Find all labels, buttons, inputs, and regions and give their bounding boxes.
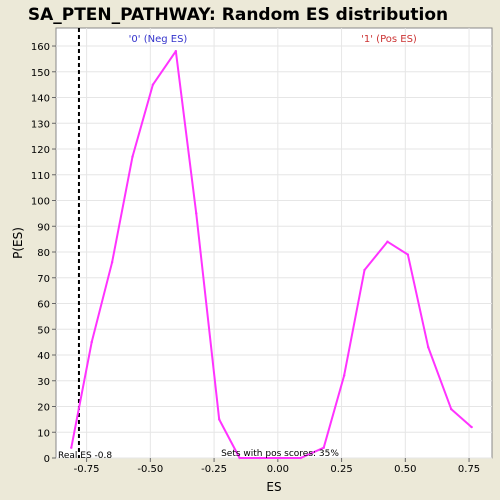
x-tick-label: 0.50 xyxy=(394,464,416,475)
data-point xyxy=(279,456,282,460)
y-tick-label: 130 xyxy=(31,119,50,130)
data-point xyxy=(427,346,430,349)
x-axis-label: ES xyxy=(266,480,281,494)
series-layer xyxy=(70,49,473,460)
data-point xyxy=(322,446,325,449)
data-point xyxy=(70,446,73,449)
series-line xyxy=(70,50,473,459)
data-point xyxy=(299,456,302,460)
y-tick-label: 80 xyxy=(37,248,50,259)
y-tick-label: 150 xyxy=(31,68,50,79)
y-tick-label: 20 xyxy=(37,403,50,414)
y-tick-label: 120 xyxy=(31,145,50,156)
y-axis: 0 10 20 30 40 50 60 70 80 90 100 110 120 130 140 150 160 xyxy=(31,42,56,465)
y-tick-label: 60 xyxy=(37,300,50,311)
data-point xyxy=(406,253,410,256)
data-point xyxy=(386,240,389,243)
y-tick-label: 40 xyxy=(37,351,50,362)
x-tick-label: -0.25 xyxy=(201,464,227,475)
data-point xyxy=(131,155,134,158)
x-tick-label: 0.75 xyxy=(458,464,480,475)
x-tick-label: -0.50 xyxy=(137,464,163,475)
y-tick-label: 90 xyxy=(37,222,50,233)
y-tick-label: 0 xyxy=(44,454,50,465)
y-tick-label: 100 xyxy=(31,197,50,208)
y-tick-label: 110 xyxy=(31,171,50,182)
chart-title: SA_PTEN_PATHWAY: Random ES distribution xyxy=(28,5,448,25)
y-tick-label: 70 xyxy=(37,274,50,285)
data-point xyxy=(174,49,178,53)
pos-scores-label: Sets with pos scores: 35% xyxy=(221,449,339,459)
x-tick-label: 0.25 xyxy=(330,464,352,475)
data-point xyxy=(342,374,346,377)
y-tick-label: 140 xyxy=(31,94,50,105)
y-axis-label: P(ES) xyxy=(11,227,25,259)
data-point xyxy=(110,261,114,264)
x-axis: -0.75 -0.50 -0.25 0.00 0.25 0.50 0.75 xyxy=(74,458,480,475)
neg-es-label: '0' (Neg ES) xyxy=(129,34,188,45)
y-tick-label: 30 xyxy=(37,377,50,388)
data-point xyxy=(151,83,155,86)
y-tick-label: 50 xyxy=(37,325,50,336)
y-tick-label: 10 xyxy=(37,428,50,439)
plot-area xyxy=(55,27,493,459)
data-point xyxy=(217,418,221,421)
data-point xyxy=(450,407,453,411)
x-tick-label: 0.00 xyxy=(267,464,289,475)
data-point xyxy=(195,212,198,215)
y-tick-label: 160 xyxy=(31,42,50,53)
real-es-label: Real ES -0.8 xyxy=(58,451,112,461)
data-point xyxy=(363,268,366,272)
pos-es-label: '1' (Pos ES) xyxy=(361,34,417,45)
data-point xyxy=(90,340,93,344)
data-point xyxy=(258,456,262,460)
x-tick-label: -0.75 xyxy=(74,464,100,475)
data-point xyxy=(470,425,473,429)
data-point xyxy=(238,456,241,460)
